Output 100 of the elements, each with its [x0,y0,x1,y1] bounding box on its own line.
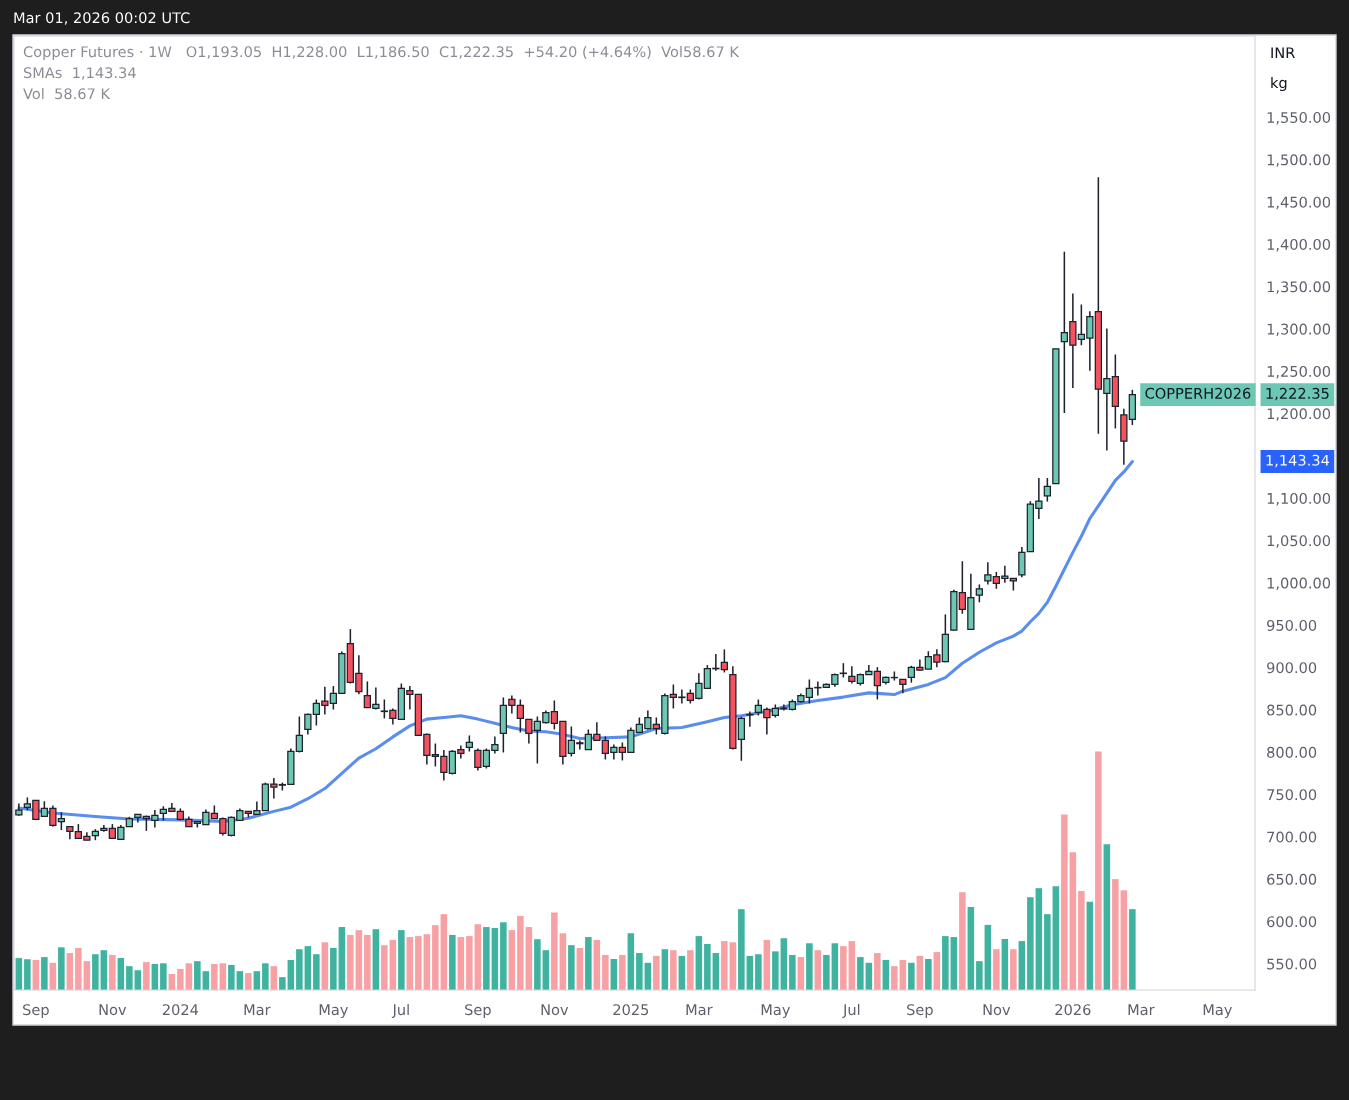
bar [500,922,507,990]
bar [763,939,771,990]
y-tick-label: 950.00 [1267,619,1317,631]
bar [160,963,167,990]
candlestick [746,710,754,728]
text: kg [1271,76,1287,92]
bar [534,939,541,990]
y-tick-label: 850.00 [1267,704,1317,716]
y-tick-label: 1,300.00 [1267,323,1331,337]
x-tick-label: May [761,1004,790,1018]
bar [908,962,915,990]
bar [1018,941,1026,990]
x-tick-label: Nov [541,1004,569,1016]
bar [840,946,847,990]
bar [780,938,788,990]
y-tick-label: 1,000.00 [1267,577,1331,591]
x-tick-label: 2025 [613,1004,649,1016]
bar [228,964,235,990]
bar [967,907,975,990]
bar [75,948,82,990]
bar [1120,890,1128,990]
bar [721,941,728,990]
bar [304,946,312,990]
bar [389,939,397,990]
bar [1010,949,1017,990]
x-tick-label: 2024 [162,1004,199,1016]
bar [593,939,601,990]
bar [457,937,465,990]
bar [848,941,856,990]
y-tick-label: 700.00 [1267,831,1317,843]
bar [1078,891,1085,990]
bar [661,949,669,990]
bar [627,933,635,990]
y-tick-label: 1,100.00 [1267,492,1331,506]
bar [24,959,31,990]
text: Mar 01, 2026 00:02 UTC [14,12,190,25]
bar [695,936,703,990]
bar [41,957,48,990]
bar [415,936,422,990]
bar [381,945,388,990]
bar [364,934,371,990]
y-tick-label: 800.00 [1267,746,1317,758]
bar [551,912,558,990]
bar [984,924,992,990]
x-tick-label: May [319,1004,348,1018]
bar [874,953,881,990]
bar [653,955,660,990]
x-tick-label: Nov [99,1004,127,1016]
candlestick [1018,546,1026,579]
bar [1112,879,1119,990]
bar [636,953,643,990]
bar [1035,888,1043,990]
bar [466,936,473,990]
bar [814,950,822,990]
y-tick-label: 1,350.00 [1267,281,1331,294]
y-tick-label: 1,400.00 [1267,238,1331,252]
line-series [17,459,1134,824]
bar [738,909,745,990]
y-tick-label: 650.00 [1267,873,1317,885]
bar [449,934,456,990]
bar [729,942,737,990]
bar [670,950,677,990]
bar [942,936,949,990]
bar [372,929,380,990]
x-tick-label: May [1203,1004,1232,1018]
candlestick [1043,477,1052,503]
bar [483,927,490,990]
text: 1,222.35 [1266,387,1329,401]
bar [959,892,966,990]
bar [568,945,575,990]
bar [806,943,813,990]
bar [313,954,320,990]
y-tick-label: 1,250.00 [1267,365,1331,379]
bar [406,937,414,990]
bar [687,950,694,990]
bar [245,973,252,990]
text: 1,143.34 [1266,454,1330,468]
bar [491,927,499,990]
bar [92,954,99,990]
x-tick-label: Mar [244,1004,271,1016]
bar [1052,886,1060,990]
bar [1129,909,1136,990]
y-tick-label: 600.00 [1267,916,1317,928]
bar [423,934,431,990]
x-tick-label: Nov [983,1004,1011,1016]
x-tick-label: Mar [686,1004,713,1016]
bar [347,934,354,990]
bar [262,963,269,990]
y-tick-label: 1,200.00 [1267,408,1331,421]
annotation: COPPERH2026 [1145,387,1251,399]
bar [755,954,762,990]
bar [330,948,337,990]
bar [1069,852,1077,990]
bar [194,961,201,990]
bar [321,942,329,990]
bar [857,957,864,990]
bar [338,927,346,990]
bar [1095,751,1102,990]
bar [279,977,286,990]
bar [789,954,796,990]
